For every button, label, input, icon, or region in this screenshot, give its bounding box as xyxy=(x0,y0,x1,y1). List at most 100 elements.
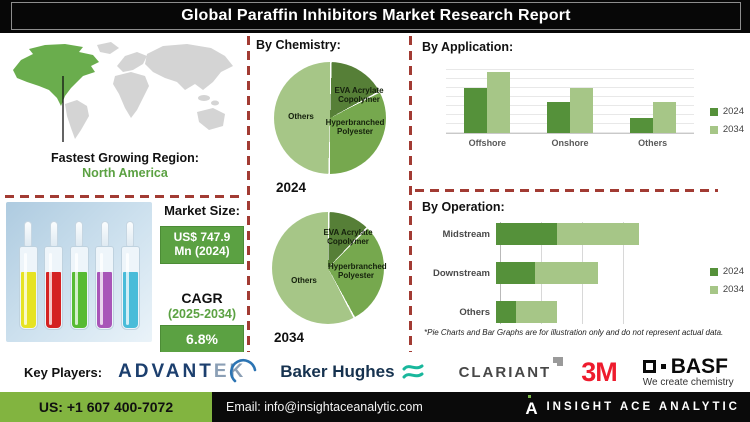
bar-midstream-2024 xyxy=(496,223,557,245)
pie-chart-2024 xyxy=(274,62,386,174)
divider-vertical-1 xyxy=(247,36,250,352)
insight-ace-logo-icon: A xyxy=(524,395,538,418)
market-size-section: Market Size: US$ 747.9 Mn (2024) CAGR (2… xyxy=(6,202,246,353)
application-legend: 2024 2034 xyxy=(709,106,744,135)
ampoules-product-image xyxy=(6,202,152,342)
world-map xyxy=(13,42,233,142)
bar-group-others xyxy=(629,62,676,133)
illustration-disclaimer-note: *Pie Charts and Bar Graphs are for illus… xyxy=(424,328,724,337)
application-category-others: Others xyxy=(638,138,668,148)
market-size-value-line2: Mn (2024) xyxy=(174,243,230,258)
contact-footer: US: +1 607 400-7072 Email: info@insighta… xyxy=(0,392,750,422)
pie-chart-2034 xyxy=(272,212,384,324)
operation-track-midstream xyxy=(496,223,660,245)
operation-row-midstream: Midstream xyxy=(422,222,702,246)
basf-tagline: We create chemistry xyxy=(642,377,734,388)
bar-downstream-2024 xyxy=(496,262,536,284)
by-operation-heading: By Operation: xyxy=(422,200,505,214)
bar-others-2024 xyxy=(496,301,516,323)
legend-label-2034: 2034 xyxy=(722,124,744,135)
insight-ace-analytic-brand: A INSIGHT ACE ANALYTIC xyxy=(524,395,740,418)
bar-midstream-2034 xyxy=(556,223,639,245)
by-chemistry-heading: By Chemistry: xyxy=(256,38,341,52)
bar-group-offshore xyxy=(464,62,511,133)
ampoule-vial-4 xyxy=(95,221,114,330)
basf-logo-text: BASF xyxy=(670,355,728,378)
operation-legend: 2024 2034 xyxy=(709,266,744,295)
operation-track-downstream xyxy=(496,262,660,284)
map-section: Fastest Growing Region: North America xyxy=(6,40,244,180)
map-se-asia-islands-2 xyxy=(211,100,219,106)
map-australia xyxy=(197,108,225,130)
divider-left-horizontal xyxy=(5,195,242,198)
cagr-value-badge: 6.8% xyxy=(160,324,244,353)
pie-2024-label-others: Others xyxy=(288,112,314,121)
legend-item-2024: 2024 xyxy=(709,106,744,117)
title-bar: Global Paraffin Inhibitors Market Resear… xyxy=(0,0,750,33)
map-europe xyxy=(117,52,147,72)
legend-label-2024: 2024 xyxy=(722,106,744,117)
market-size-label: Market Size: xyxy=(164,203,240,218)
bar-others-2034 xyxy=(515,301,557,323)
baker-hughes-logo: Baker Hughes xyxy=(280,362,424,382)
bar-others-2034 xyxy=(652,102,676,133)
operation-category-label: Others xyxy=(459,306,490,318)
threem-logo: 3M xyxy=(581,356,618,388)
application-plot xyxy=(446,62,694,134)
email-address: Email: info@insightaceanalytic.com xyxy=(226,400,423,414)
pie-2034-label-eva: EVA Acrylate Copolymer xyxy=(323,228,373,247)
clariant-logo: CLARIANT xyxy=(458,356,564,381)
advantek-swoosh-icon xyxy=(230,358,257,383)
footer-right-bar: Email: info@insightaceanalytic.com A INS… xyxy=(212,392,750,422)
map-north-america-highlight xyxy=(13,44,99,106)
key-players-label: Key Players: xyxy=(24,364,103,380)
map-africa xyxy=(113,72,149,118)
fastest-growing-region-label: Fastest Growing Region: xyxy=(51,151,199,165)
application-category-labels: Offshore Onshore Others xyxy=(446,138,694,148)
chemistry-pie-2024: EVA Acrylate Copolymer Hyperbranched Pol… xyxy=(274,62,386,174)
map-asia xyxy=(145,44,233,90)
advantek-logo: ADVANT EK xyxy=(118,358,257,383)
bar-others-2024 xyxy=(629,118,653,133)
map-greenland xyxy=(97,42,119,54)
operation-row-others: Others xyxy=(422,300,702,324)
page-title: Global Paraffin Inhibitors Market Resear… xyxy=(181,7,571,24)
bar-onshore-2024 xyxy=(546,102,570,133)
threem-logo-text: 3M xyxy=(581,356,618,387)
cagr-period: (2025-2034) xyxy=(167,306,237,321)
map-se-asia-islands xyxy=(198,95,210,101)
key-players-section: Key Players: ADVANT EK Baker Hughes CLARI… xyxy=(0,352,750,392)
advantek-logo-text-tail: EK xyxy=(213,361,247,382)
cagr-label: CAGR xyxy=(181,289,223,306)
market-size-value-badge: US$ 747.9 Mn (2024) xyxy=(160,226,244,264)
chemistry-pie-2034: EVA Acrylate Copolymer Hyperbranched Pol… xyxy=(272,212,387,324)
by-chemistry-section: By Chemistry: EVA Acrylate Copolymer Hyp… xyxy=(252,34,408,354)
clariant-square-icon xyxy=(553,356,564,366)
bar-offshore-2034 xyxy=(487,71,511,133)
pie-2034-label-hyperbranched: Hyperbranched Polyester xyxy=(328,262,387,281)
ampoule-vial-5 xyxy=(120,221,140,330)
title-bar-frame: Global Paraffin Inhibitors Market Resear… xyxy=(11,2,741,30)
bar-downstream-2034 xyxy=(535,262,598,284)
ampoule-vial-2 xyxy=(44,221,63,330)
pie-2034-year-label: 2034 xyxy=(274,330,305,345)
legend-swatch-2034 xyxy=(709,125,718,134)
application-category-onshore: Onshore xyxy=(551,138,589,148)
by-application-section: By Application: Offshore Onshore Others … xyxy=(414,34,748,188)
ampoule-vial-1 xyxy=(18,221,38,330)
fastest-growing-region-value: North America xyxy=(82,166,168,180)
legend-item-2024: 2024 xyxy=(709,266,744,277)
bar-offshore-2024 xyxy=(464,87,488,133)
operation-track-others xyxy=(496,301,660,323)
divider-right-horizontal xyxy=(415,189,718,192)
clariant-logo-text: CLARIANT xyxy=(458,363,552,381)
basf-logo: BASF We create chemistry xyxy=(642,355,734,388)
pie-2034-label-others: Others xyxy=(291,276,317,285)
market-size-column: Market Size: US$ 747.9 Mn (2024) CAGR (2… xyxy=(152,202,246,353)
phone-number: US: +1 607 400-7072 xyxy=(0,392,212,422)
logo-a-glyph: A xyxy=(525,399,538,418)
operation-category-label: Downstream xyxy=(432,267,490,279)
by-operation-section: By Operation: Midstream Downstream Others … xyxy=(414,194,748,352)
bar-onshore-2034 xyxy=(569,87,593,133)
